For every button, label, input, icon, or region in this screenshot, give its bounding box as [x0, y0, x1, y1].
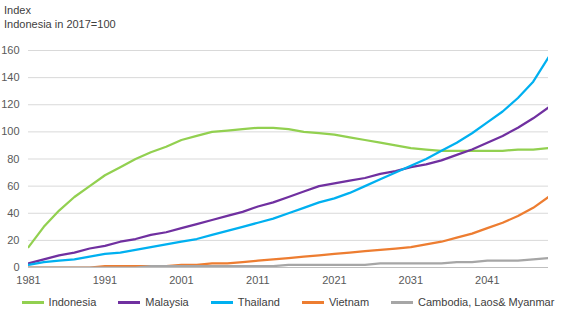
svg-text:2021: 2021: [322, 274, 346, 286]
svg-text:80: 80: [7, 153, 19, 165]
html-text:Indonesia: Indonesia: [48, 296, 97, 308]
svg-text:0: 0: [13, 261, 19, 273]
svg-text:2041: 2041: [475, 274, 499, 286]
svg-text:40: 40: [7, 207, 19, 219]
svg-text:100: 100: [1, 125, 19, 137]
html-text:Indonesia in 2017=100: Indonesia in 2017=100: [4, 18, 116, 30]
svg-text:140: 140: [1, 71, 19, 83]
html-text:Vietnam: Vietnam: [328, 296, 370, 308]
svg-text:2031: 2031: [399, 274, 423, 286]
html-text:Thailand: Thailand: [237, 296, 280, 308]
svg-text:2001: 2001: [169, 274, 193, 286]
svg-text:20: 20: [7, 234, 19, 246]
svg-text:1991: 1991: [93, 274, 117, 286]
html-text:Index: Index: [4, 4, 31, 16]
svg-text:160: 160: [1, 44, 19, 56]
svg-text:2011: 2011: [246, 274, 270, 286]
html-text:Malaysia: Malaysia: [145, 296, 189, 308]
svg-text:1981: 1981: [16, 274, 40, 286]
svg-text:60: 60: [7, 180, 19, 192]
html-text:Cambodia, Laos& Myanmar: Cambodia, Laos& Myanmar: [418, 296, 555, 308]
svg-text:120: 120: [1, 98, 19, 110]
